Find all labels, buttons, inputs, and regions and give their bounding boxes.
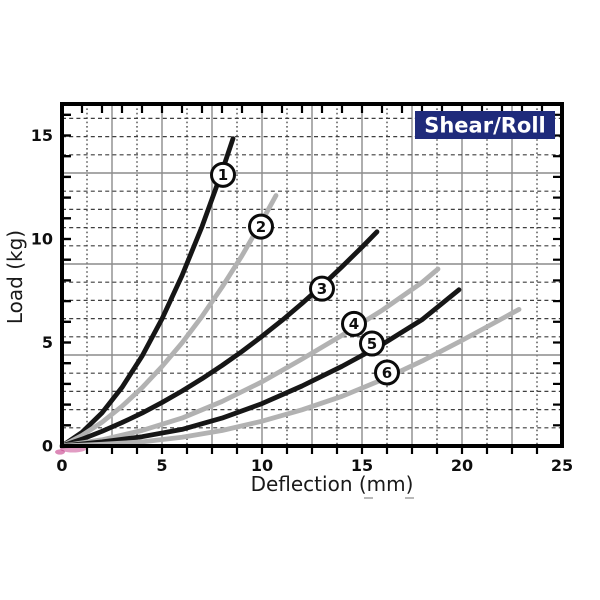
curve-label-circle-5: [359, 330, 385, 357]
curve-label-number-4: 4: [349, 315, 359, 333]
badge-background: [415, 111, 555, 139]
y-tick-label: 5: [42, 333, 53, 352]
badge-label: Shear/Roll: [424, 114, 546, 138]
stray-dash-artifact: [405, 497, 414, 499]
curve-label-circle-3: [309, 275, 335, 302]
curve-label-circle-6: [374, 359, 400, 386]
curve-label-number-5: 5: [367, 335, 377, 353]
x-tick-label: 5: [156, 456, 167, 475]
x-tick-label: 0: [56, 456, 67, 475]
y-tick-label: 0: [42, 437, 53, 456]
curve-number-badges: 1 2 3 456: [210, 161, 400, 386]
plot-border: [60, 102, 564, 448]
x-tick-label: 15: [351, 456, 373, 475]
gridlines: [62, 104, 562, 446]
y-tick-label: 15: [31, 126, 53, 145]
y-tick-label: 10: [31, 230, 53, 249]
y-axis-title: Load (kg): [3, 230, 27, 324]
curve-label-circle-4: [341, 310, 367, 337]
curve-label-circle-2: [248, 213, 274, 240]
curve-1: [59, 136, 236, 449]
curve-2: [59, 193, 279, 449]
load-deflection-curves: [59, 136, 522, 449]
x-tick-label: 25: [551, 456, 573, 475]
x-tick-label: 20: [451, 456, 473, 475]
x-tick-label: 10: [251, 456, 273, 475]
stray-dash-artifact: [364, 497, 373, 499]
curve-label-number-3: 3: [317, 280, 327, 298]
curve-6: [59, 307, 522, 449]
origin-magenta-smudge: [55, 449, 65, 455]
x-axis-title: Deflection (mm): [251, 472, 414, 496]
curve-label-circle-1: [210, 161, 236, 188]
curve-label-number-1: 1: [218, 166, 228, 184]
title-badge: Shear/Roll: [415, 111, 555, 139]
curve-label-number-2: 2: [256, 218, 266, 236]
tick-marks: [64, 106, 560, 454]
curve-4: [59, 266, 441, 449]
curve-5: [59, 287, 462, 449]
curve-label-number-6: 6: [382, 364, 392, 382]
